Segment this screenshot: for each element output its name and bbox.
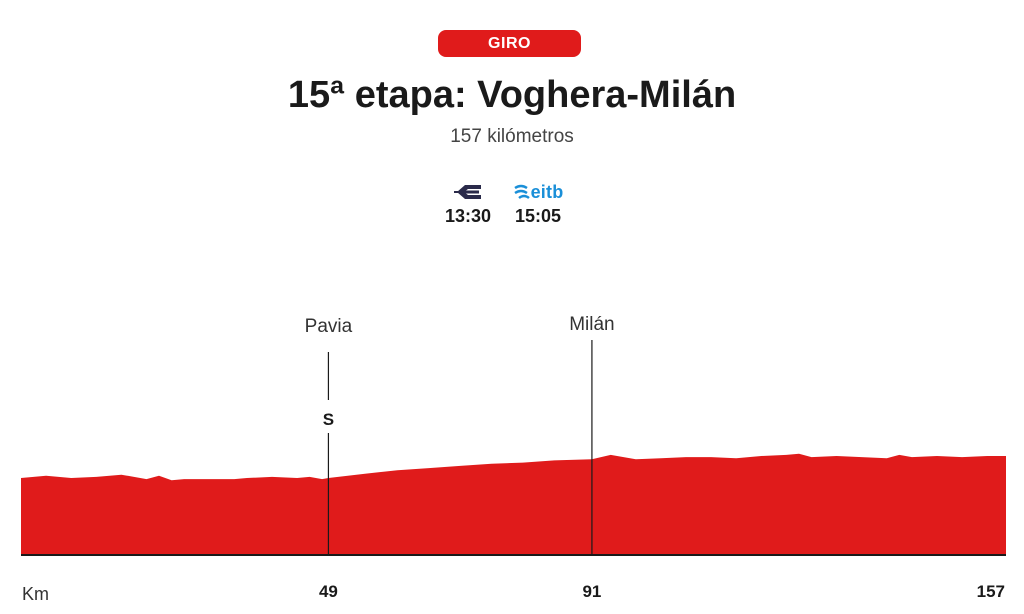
x-tick-label: 157 <box>977 582 1005 601</box>
x-axis-unit-label: Km <box>22 584 49 604</box>
stage-title: 15ª etapa: Voghera-Milán <box>287 74 737 116</box>
eitb-logo-text: eitb <box>530 181 564 202</box>
eitb-icon: eitb <box>503 180 573 204</box>
euskaltel-e-icon <box>433 180 503 204</box>
elevation-area <box>21 453 1006 555</box>
broadcast-time-eitb: 15:05 <box>514 206 562 226</box>
broadcast-euskaltel: 13:30 <box>433 180 503 227</box>
x-tick-label: 49 <box>319 582 338 601</box>
sprint-marker: S <box>323 410 334 429</box>
waypoint-label-milan: Milán <box>569 314 614 335</box>
race-badge: GIRO <box>438 30 581 57</box>
broadcast-time-euskaltel: 13:30 <box>444 206 492 226</box>
stage-distance: 157 kilómetros <box>450 126 574 147</box>
waypoint-label-pavia: Pavia <box>305 316 353 337</box>
x-tick-label: 91 <box>582 582 601 601</box>
broadcast-eitb: eitb 15:05 <box>503 180 573 227</box>
